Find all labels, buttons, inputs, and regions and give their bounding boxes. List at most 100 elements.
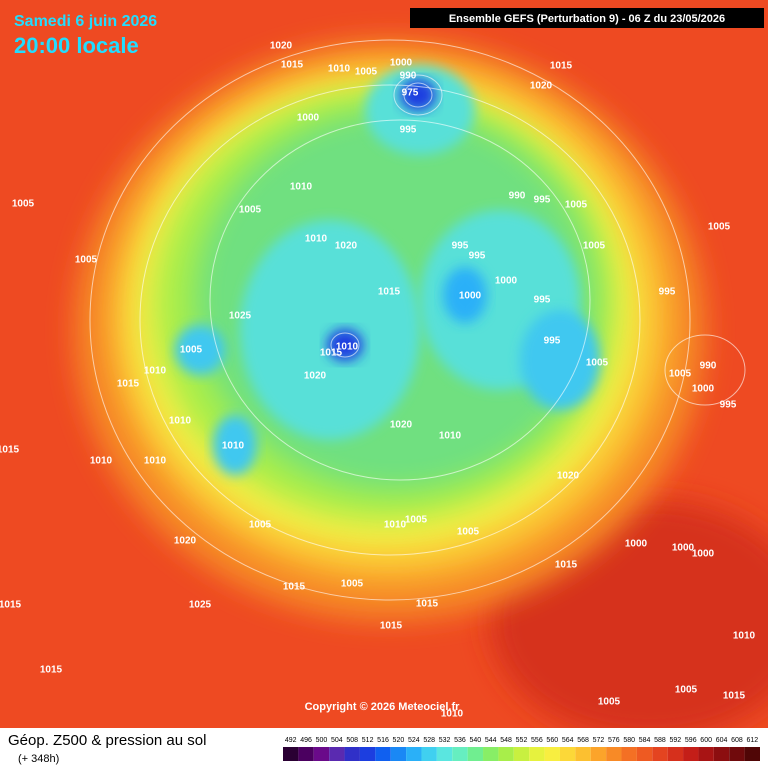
isobar-label: 995	[720, 400, 737, 411]
isobar-label: 1010	[144, 456, 167, 467]
date: Samedi 6 juin 2026	[14, 13, 157, 30]
colorbar-label: 600	[700, 737, 712, 744]
colorbar-cell	[390, 747, 407, 761]
isobar-label: 1020	[304, 371, 327, 382]
isobar-label: 1005	[669, 369, 692, 380]
isobar-label: 1015	[416, 599, 439, 610]
colorbar-cell	[606, 747, 622, 761]
colorbar-label: 560	[546, 737, 558, 744]
footer-title: Géop. Z500 & pression au sol	[8, 732, 206, 749]
colorbar-label: 524	[408, 737, 420, 744]
isobar-label: 1010	[328, 64, 351, 75]
colorbar-cell	[344, 747, 360, 761]
isobar-label: 1000	[672, 543, 695, 554]
isobar-label: 1015	[283, 582, 306, 593]
colorbar-label: 612	[746, 737, 758, 744]
map-field	[0, 0, 768, 740]
isobar-label: 1010	[222, 441, 245, 452]
colorbar-cell	[683, 747, 699, 761]
isobar-label: 1000	[297, 113, 320, 124]
model-banner	[410, 8, 764, 28]
isobar-label: 1005	[565, 200, 588, 211]
isobar-label: 990	[509, 191, 526, 202]
colorbar-cell	[713, 747, 730, 761]
isobar-label: 1020	[557, 471, 580, 482]
colorbar-label: 512	[362, 737, 374, 744]
colorbar-label: 520	[393, 737, 405, 744]
colorbar-label: 496	[300, 737, 312, 744]
isobar-label: 1015	[40, 665, 63, 676]
isobar-label: 1020	[270, 41, 293, 52]
isobar-label: 1010	[144, 366, 167, 377]
colorbar-cell	[652, 747, 668, 761]
colorbar-label: 588	[654, 737, 666, 744]
isobar-label: 1005	[586, 358, 609, 369]
isobar-label: 1015	[555, 560, 578, 571]
isobar-label: 975	[402, 88, 419, 99]
isobar-label: 1015	[117, 379, 140, 390]
isobar-label: 1015	[320, 348, 343, 359]
colorbar-label: 580	[623, 737, 635, 744]
isobar-label: 1015	[723, 691, 746, 702]
isobar-label: 1005	[583, 241, 606, 252]
isobar-label: 995	[659, 287, 676, 298]
isobar-label: 1000	[625, 539, 648, 550]
isobar-label: 1005	[12, 199, 35, 210]
isobar-label: 1005	[355, 67, 378, 78]
colorbar-label: 572	[593, 737, 605, 744]
isobar-label: 995	[534, 295, 551, 306]
colorbar-label: 516	[377, 737, 389, 744]
isobar-label: 1010	[169, 416, 192, 427]
isobar-label: 1025	[189, 600, 212, 611]
colorbar-label: 536	[454, 737, 466, 744]
isobar-label: 1005	[457, 527, 480, 538]
isobar-label: 1000	[692, 384, 715, 395]
colorbar-label: 544	[485, 737, 497, 744]
isobar-label: 995	[534, 195, 551, 206]
colorbar-label: 492	[285, 737, 297, 744]
colorbar-label: 568	[577, 737, 589, 744]
colorbar-cell	[421, 747, 437, 761]
isobar-label: 1010	[90, 456, 113, 467]
isobar-label: 1020	[335, 241, 358, 252]
colorbar-cell	[513, 747, 530, 761]
isobar-label: 1015	[380, 621, 403, 632]
isobar-label: 1005	[249, 520, 272, 531]
isobar-label: 1010	[336, 342, 359, 353]
colorbar-cell	[329, 747, 345, 761]
time: 20:00 locale	[14, 33, 139, 58]
isobar-label: 1000	[495, 276, 518, 287]
colorbar-cell	[667, 747, 684, 761]
isobar-label: 1010	[290, 182, 313, 193]
colorbar-cell	[298, 747, 314, 761]
copyright: Copyright © 2026 Meteociel.fr	[305, 701, 461, 713]
isobar-label: 1000	[390, 58, 413, 69]
isobar-label: 990	[400, 71, 417, 82]
isobar-label: 1005	[675, 685, 698, 696]
colorbar-label: 552	[516, 737, 528, 744]
isobar-label: 1005	[341, 579, 364, 590]
isobar-label: 1005	[405, 515, 428, 526]
isobar-label: 1000	[459, 291, 482, 302]
isobar-label: 1015	[0, 445, 20, 456]
isobar-label: 1010	[305, 234, 328, 245]
colorbar-label: 564	[562, 737, 574, 744]
isobar-label: 1010	[441, 709, 464, 720]
isobar-label: 1000	[692, 549, 715, 560]
colorbar-cell	[359, 747, 376, 761]
colorbar-label: 584	[639, 737, 651, 744]
model-info: Ensemble GEFS (Perturbation 9) - 06 Z du…	[449, 13, 725, 25]
colorbar-cell	[636, 747, 653, 761]
colorbar-label: 576	[608, 737, 620, 744]
colorbar-cell	[498, 747, 514, 761]
colorbar-cell	[467, 747, 484, 761]
isobar-label: 995	[544, 336, 561, 347]
colorbar-cell	[313, 747, 330, 761]
colorbar-label: 508	[346, 737, 358, 744]
colorbar-label: 604	[716, 737, 728, 744]
isobar-label: 1010	[733, 631, 756, 642]
colorbar-cell	[590, 747, 607, 761]
isobar-label: 1025	[229, 311, 252, 322]
